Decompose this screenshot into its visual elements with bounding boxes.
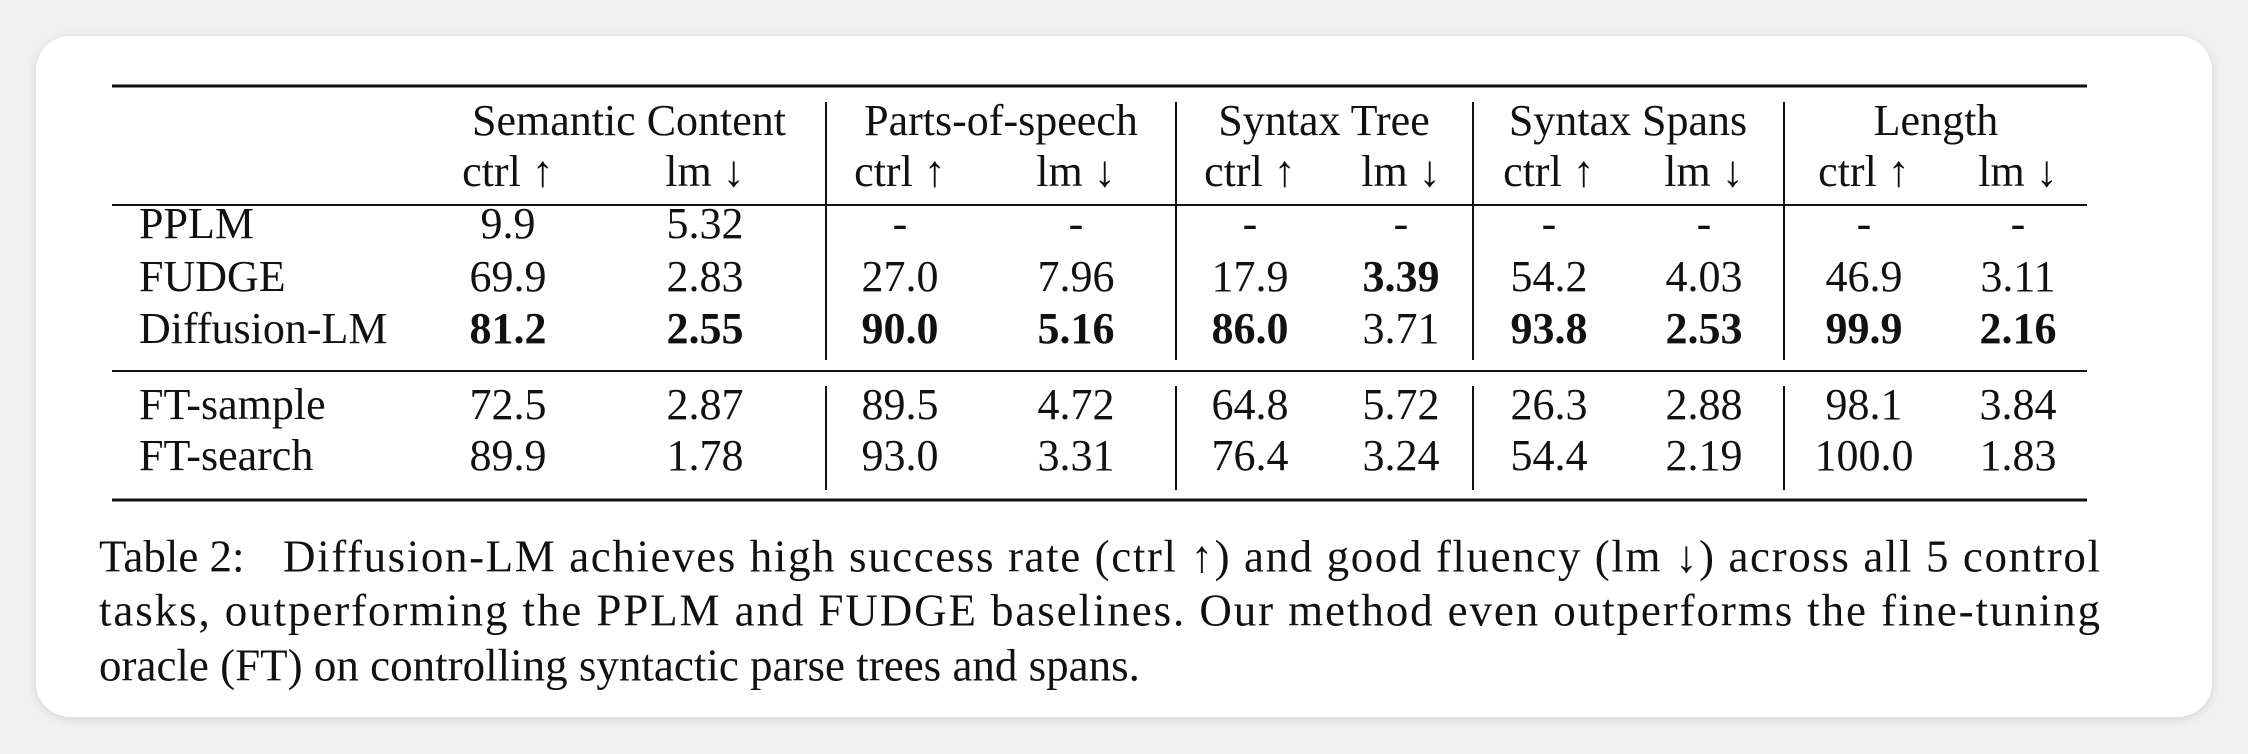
cell: 100.0 — [1815, 431, 1914, 480]
card — [36, 36, 2212, 717]
column-header: ctrl ↑ — [854, 147, 946, 196]
cell: 3.31 — [1038, 431, 1115, 480]
cell: 90.0 — [862, 304, 939, 353]
cell: 17.9 — [1212, 252, 1289, 301]
cell: 2.53 — [1666, 304, 1743, 353]
cell: 7.96 — [1038, 252, 1115, 301]
cell: 1.83 — [1980, 431, 2057, 480]
cell: - — [1542, 199, 1557, 248]
cell: 5.16 — [1038, 304, 1115, 353]
cell: - — [1394, 199, 1409, 248]
cell: 89.5 — [862, 380, 939, 429]
cell: 76.4 — [1212, 431, 1289, 480]
column-header: lm ↓ — [665, 147, 744, 196]
cell: 93.8 — [1511, 304, 1588, 353]
cell: 3.39 — [1363, 252, 1440, 301]
cell: 3.71 — [1363, 304, 1440, 353]
cell: 3.24 — [1363, 431, 1440, 480]
row-label: PPLM — [139, 199, 254, 248]
column-header: lm ↓ — [1361, 147, 1440, 196]
cell: - — [1857, 199, 1872, 248]
cell: 2.83 — [667, 252, 744, 301]
cell: 81.2 — [470, 304, 547, 353]
column-header: ctrl ↑ — [1204, 147, 1296, 196]
caption-label: Table 2: — [99, 531, 245, 581]
cell: 86.0 — [1212, 304, 1289, 353]
caption-line: oracle (FT) on controlling syntactic par… — [99, 640, 1140, 690]
cell: 4.03 — [1666, 252, 1743, 301]
cell: 2.88 — [1666, 380, 1743, 429]
cell: 26.3 — [1511, 380, 1588, 429]
group-header: Parts-of-speech — [864, 96, 1138, 145]
cell: 93.0 — [862, 431, 939, 480]
column-header: lm ↓ — [1036, 147, 1115, 196]
cell: 9.9 — [481, 199, 536, 248]
cell: 99.9 — [1826, 304, 1903, 353]
column-header: ctrl ↑ — [1503, 147, 1595, 196]
cell: - — [1243, 199, 1258, 248]
cell: 54.4 — [1511, 431, 1588, 480]
cell: 2.16 — [1980, 304, 2057, 353]
group-header: Syntax Spans — [1509, 96, 1747, 145]
row-label: FUDGE — [139, 252, 286, 301]
column-header: ctrl ↑ — [462, 147, 554, 196]
group-header: Length — [1874, 96, 1999, 145]
cell: - — [1697, 199, 1712, 248]
cell: 72.5 — [470, 380, 547, 429]
cell: 46.9 — [1826, 252, 1903, 301]
cell: 3.11 — [1980, 252, 2055, 301]
cell: - — [2011, 199, 2026, 248]
cell: 2.87 — [667, 380, 744, 429]
cell: 3.84 — [1980, 380, 2057, 429]
row-label: FT-search — [139, 431, 313, 480]
cell: 4.72 — [1038, 380, 1115, 429]
cell: - — [1069, 199, 1084, 248]
cell: 98.1 — [1826, 380, 1903, 429]
row-label: Diffusion-LM — [139, 304, 388, 353]
cell: 5.32 — [667, 199, 744, 248]
cell: 2.19 — [1666, 431, 1743, 480]
cell: 1.78 — [667, 431, 744, 480]
cell: 2.55 — [667, 304, 744, 353]
cell: - — [893, 199, 908, 248]
column-header: ctrl ↑ — [1818, 147, 1910, 196]
group-header: Semantic Content — [472, 96, 786, 145]
column-header: lm ↓ — [1664, 147, 1743, 196]
cell: 69.9 — [470, 252, 547, 301]
row-label: FT-sample — [139, 380, 326, 429]
cell: 89.9 — [470, 431, 547, 480]
caption-line: Diffusion-LM achieves high success rate … — [283, 531, 2100, 581]
group-header: Syntax Tree — [1218, 96, 1429, 145]
caption-line: tasks, outperforming the PPLM and FUDGE … — [99, 585, 2100, 635]
cell: 54.2 — [1511, 252, 1588, 301]
cell: 27.0 — [862, 252, 939, 301]
cell: 64.8 — [1212, 380, 1289, 429]
column-header: lm ↓ — [1978, 147, 2057, 196]
cell: 5.72 — [1363, 380, 1440, 429]
